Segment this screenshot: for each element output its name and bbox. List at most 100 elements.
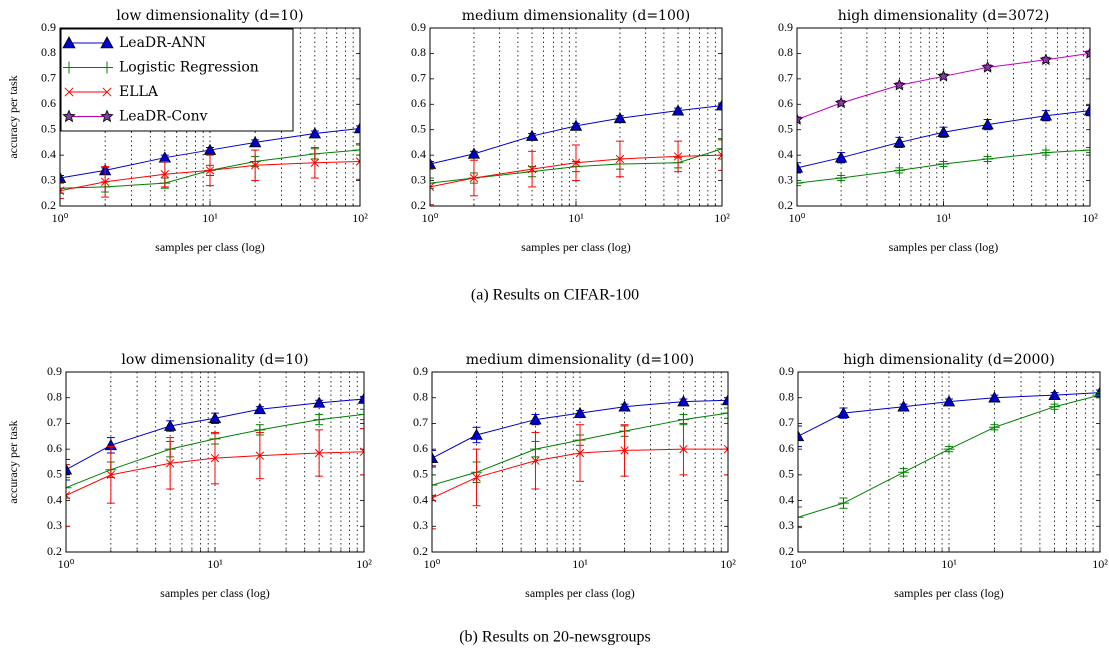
marker	[1039, 109, 1053, 121]
y-tick-label: 0.9	[413, 364, 428, 378]
y-tick-label: 0.6	[411, 96, 426, 110]
chart-title: medium dimensionality (d=100)	[466, 352, 695, 368]
marker	[430, 157, 437, 169]
marker	[66, 463, 73, 475]
series	[430, 139, 722, 206]
plot-frame	[797, 371, 1101, 553]
marker	[575, 448, 585, 458]
marker	[253, 402, 267, 415]
x-tick-label: 10²	[356, 557, 372, 571]
x-tick-label: 10²	[1082, 211, 1098, 225]
marker	[834, 96, 848, 109]
x-tick-label: 10²	[714, 211, 730, 225]
y-tick-label: 0.4	[411, 147, 426, 161]
marker	[255, 451, 265, 460]
marker	[60, 171, 67, 183]
marker	[313, 414, 325, 426]
marker	[1084, 144, 1090, 156]
plot-frame	[429, 27, 723, 207]
y-tick-label: 0.7	[41, 71, 56, 85]
x-tick-label: 10²	[1092, 557, 1108, 571]
marker	[106, 470, 116, 480]
x-tick-label: 10⁰	[52, 211, 69, 225]
y-tick-label: 0.3	[47, 518, 62, 532]
marker	[529, 413, 542, 425]
marker	[797, 161, 804, 173]
y-tick-label: 0.3	[41, 172, 56, 186]
y-tick-label: 0.3	[779, 518, 794, 532]
series	[798, 386, 1100, 448]
marker	[982, 153, 994, 165]
y-tick-label: 0.2	[778, 198, 793, 212]
x-tick-label: 10⁰	[789, 211, 806, 225]
y-tick-label: 0.3	[413, 518, 428, 532]
y-tick-label: 0.7	[411, 71, 426, 85]
marker	[66, 491, 71, 500]
chart-title: low dimensionality (d=10)	[121, 352, 308, 368]
marker	[722, 407, 728, 419]
x-axis-label: samples per class (log)	[894, 586, 1004, 600]
marker	[359, 447, 364, 456]
y-tick-label: 0.5	[47, 467, 62, 481]
marker	[837, 497, 849, 509]
legend-label: LeaDR-ANN	[119, 35, 206, 51]
marker	[66, 482, 72, 494]
marker	[671, 104, 685, 116]
caption: (b) Results on 20-newsgroups	[459, 629, 651, 646]
marker	[620, 446, 629, 455]
x-tick-label: 10⁰	[58, 557, 75, 571]
marker	[160, 170, 170, 179]
marker	[1049, 401, 1061, 413]
marker	[165, 459, 175, 468]
marker	[988, 421, 1000, 433]
series	[797, 144, 1090, 189]
x-tick-label: 10¹	[202, 211, 218, 225]
marker	[1094, 389, 1100, 401]
marker	[677, 395, 690, 407]
marker	[248, 136, 262, 148]
series	[797, 104, 1090, 174]
y-tick-label: 0.6	[47, 441, 62, 455]
y-tick-label: 0.8	[413, 389, 428, 403]
series	[60, 122, 360, 183]
series	[432, 393, 728, 467]
marker	[834, 151, 848, 163]
marker	[525, 129, 539, 141]
y-tick-label: 0.2	[779, 544, 794, 558]
series	[432, 422, 728, 530]
marker	[432, 451, 439, 463]
marker	[797, 177, 803, 189]
marker	[469, 173, 479, 183]
y-tick-label: 0.7	[47, 415, 62, 429]
marker	[310, 158, 320, 167]
series	[797, 46, 1090, 125]
marker	[679, 444, 688, 454]
marker	[837, 406, 850, 418]
marker	[205, 166, 215, 175]
y-tick-label: 0.9	[778, 20, 793, 34]
marker	[673, 152, 683, 161]
y-tick-label: 0.3	[411, 172, 426, 186]
marker	[798, 429, 805, 442]
y-tick-label: 0.9	[779, 364, 794, 378]
marker	[62, 36, 76, 49]
marker	[897, 400, 910, 412]
marker	[893, 136, 906, 148]
plot-frame	[59, 27, 361, 207]
marker	[63, 61, 75, 74]
y-tick-label: 0.2	[41, 198, 56, 212]
series	[430, 99, 722, 169]
y-tick-label: 0.4	[779, 492, 794, 506]
marker	[988, 391, 1001, 403]
marker	[943, 443, 955, 455]
marker	[573, 406, 587, 418]
marker	[798, 511, 804, 523]
marker	[432, 479, 438, 491]
marker	[835, 172, 847, 184]
y-tick-label: 0.3	[778, 172, 793, 186]
marker	[314, 448, 324, 458]
marker	[357, 392, 364, 404]
marker	[308, 127, 322, 139]
marker	[208, 411, 222, 424]
y-tick-label: 0.4	[47, 492, 62, 506]
